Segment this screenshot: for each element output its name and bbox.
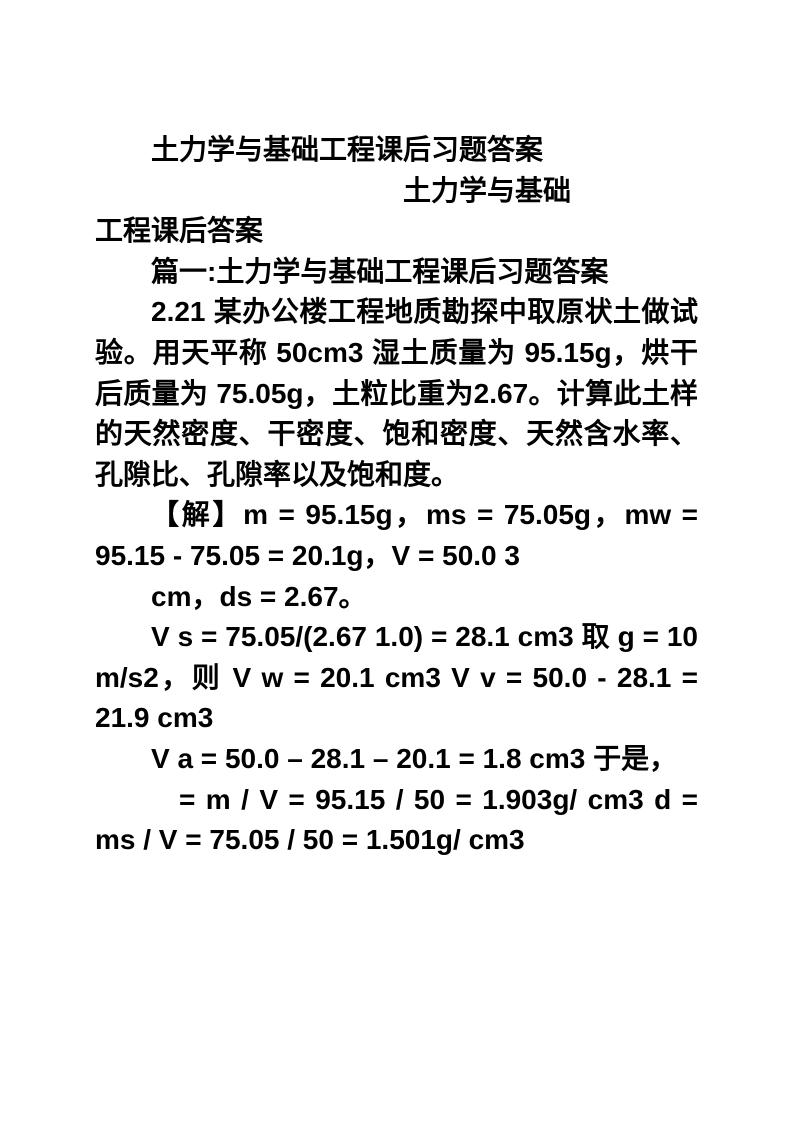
section-header: 篇一:土力学与基础工程课后习题答案 (95, 252, 698, 293)
solution-line2: cm，ds = 2.67。 (95, 577, 698, 618)
subtitle-part1: 土力学与基础 (95, 171, 698, 212)
solution-line4: V a = 50.0 – 28.1 – 20.1 = 1.8 cm3 于是， (95, 739, 698, 780)
solution-line5: = m / V = 95.15 / 50 = 1.903g/ cm3 d = m… (95, 780, 698, 861)
solution-line3: V s = 75.05/(2.67 1.0) = 28.1 cm3 取 g = … (95, 617, 698, 739)
document-content: 土力学与基础工程课后习题答案 土力学与基础 工程课后答案 篇一:土力学与基础工程… (95, 130, 698, 861)
subtitle-part2: 工程课后答案 (95, 211, 698, 252)
document-title: 土力学与基础工程课后习题答案 (95, 130, 698, 171)
solution-line1: 【解】m = 95.15g，ms = 75.05g，mw = 95.15 - 7… (95, 495, 698, 576)
problem-text: 2.21 某办公楼工程地质勘探中取原状土做试验。用天平称 50cm3 湿土质量为… (95, 292, 698, 495)
